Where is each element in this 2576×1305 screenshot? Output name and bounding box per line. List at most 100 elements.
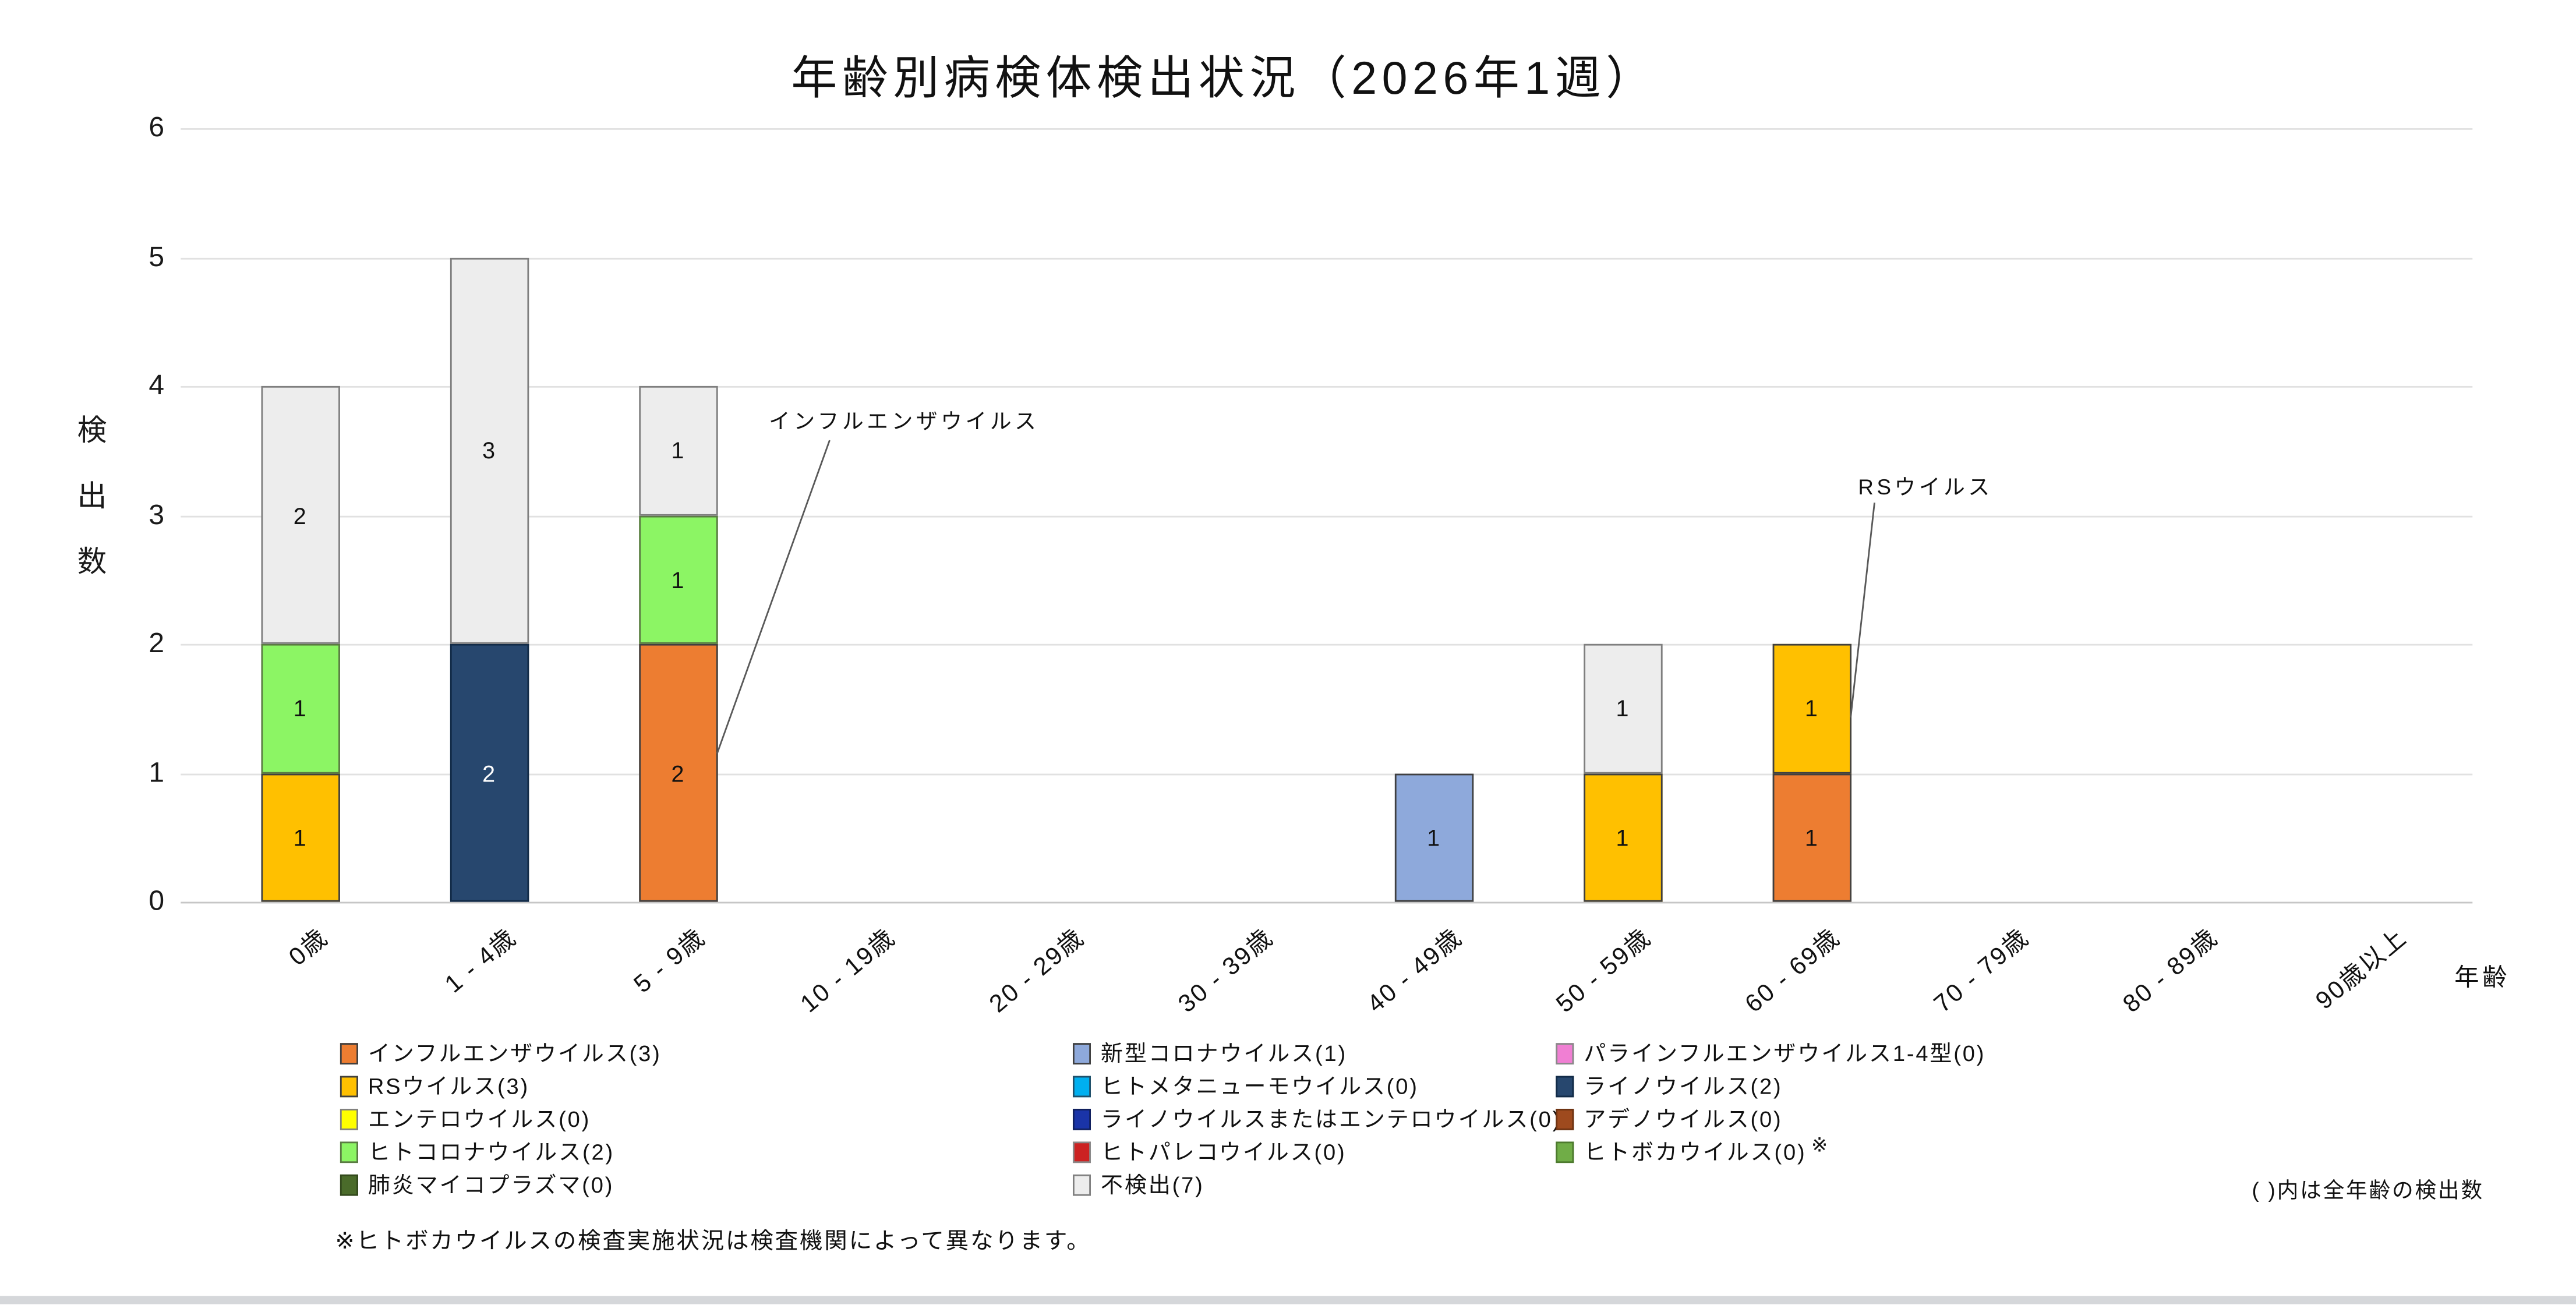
legend-item: ライノウイルス(2) — [1556, 1074, 1985, 1099]
y-axis-tick-label: 3 — [149, 498, 165, 530]
legend-item: RSウイルス(3) — [340, 1074, 662, 1099]
bar-segment-hcov — [638, 515, 718, 644]
y-axis-tick-label: 5 — [149, 241, 165, 272]
legend-item: ヒトコロナウイルス(2) — [340, 1140, 662, 1165]
legend-item: 肺炎マイコプラズマ(0) — [340, 1173, 662, 1197]
segment-value-label: 1 — [671, 437, 684, 464]
segment-value-label: 1 — [1616, 695, 1629, 722]
annotation-label: RSウイルス — [1858, 475, 1993, 500]
x-axis-category-label: 0歳 — [284, 924, 334, 972]
legend-item: ライノウイルスまたはエンテロウイルス(0) — [1072, 1107, 1562, 1132]
legend-item: エンテロウイルス(0) — [340, 1107, 662, 1132]
legend-column: 新型コロナウイルス(1) ヒトメタニューモウイルス(0) ライノウイルスまたはエンテ… — [1072, 1041, 1562, 1198]
bar-segment-rsv — [1772, 643, 1851, 773]
legend-item-label: 肺炎マイコプラズマ(0) — [368, 1173, 614, 1198]
legend-item: インフルエンザウイルス(3) — [340, 1041, 662, 1066]
legend-swatch-boca — [1556, 1141, 1574, 1163]
y-axis-tick-label: 0 — [149, 885, 165, 917]
gridline — [181, 643, 2473, 646]
legend-swatch-adeno — [1556, 1109, 1574, 1130]
footnote-marker: ※ — [1811, 1133, 1830, 1157]
segment-value-label: 3 — [482, 437, 496, 464]
legend-swatch-influenza — [340, 1043, 358, 1064]
x-axis-category-label: 20 - 29歳 — [984, 924, 1090, 1019]
legend-item-label: ヒトメタニューモウイルス(0) — [1100, 1074, 1419, 1099]
legend-count-note: ( )内は全年齢の検出数 — [2252, 1177, 2485, 1203]
segment-value-label: 2 — [482, 759, 496, 786]
bar-segment-hcov — [260, 643, 340, 773]
legend-item-label: ヒトコロナウイルス(2) — [368, 1140, 614, 1165]
legend-item: ヒトメタニューモウイルス(0) — [1072, 1074, 1561, 1099]
legend-item: ヒトパレコウイルス(0) — [1072, 1140, 1561, 1165]
y-axis-tick-label: 6 — [149, 111, 165, 143]
legend-item-label: アデノウイルス(0) — [1584, 1107, 1783, 1132]
bar-segment-notdetected — [260, 386, 340, 644]
y-axis-title: 検出数 — [77, 408, 107, 582]
gridline — [181, 257, 2473, 259]
legend-swatch-pareco — [1072, 1141, 1091, 1163]
x-axis-category-label: 50 - 59歳 — [1550, 924, 1657, 1019]
x-axis-baseline — [181, 901, 2473, 904]
gridline — [181, 773, 2473, 775]
legend-swatch-covid19 — [1072, 1043, 1091, 1064]
x-axis-category-label: 70 - 79歳 — [1928, 924, 2035, 1019]
legend-swatch-entero — [340, 1109, 358, 1130]
segment-value-label: 2 — [293, 501, 306, 528]
x-axis-category-label: 1 - 4歳 — [440, 924, 524, 999]
x-axis-category-label: 80 - 89歳 — [2118, 924, 2224, 1019]
x-axis-category-label: 30 - 39歳 — [1173, 924, 1279, 1019]
segment-value-label: 1 — [671, 566, 684, 593]
bar-segment-notdetected — [449, 257, 528, 644]
x-axis-category-label: 40 - 49歳 — [1362, 924, 1468, 1019]
legend-swatch-mycoplasma — [340, 1174, 358, 1196]
bar-segment-influenza — [638, 643, 718, 902]
bar-segment-covid19 — [1394, 773, 1473, 902]
segment-value-label: 1 — [293, 824, 306, 851]
legend-swatch-rhino — [1556, 1076, 1574, 1098]
legend-column: パラインフルエンザウイルス1-4型(0) ライノウイルス(2) アデノウイルス(0)… — [1556, 1041, 1985, 1165]
legend-item: ヒトボカウイルス(0) ※ — [1556, 1133, 1985, 1165]
y-axis-tick-label: 4 — [149, 369, 165, 401]
x-axis-category-label: 90歳以上 — [2310, 924, 2412, 1016]
legend-item-label: 不検出(7) — [1100, 1173, 1204, 1198]
bar-segment-influenza — [1772, 773, 1851, 902]
y-axis-tick-label: 2 — [149, 627, 165, 659]
y-axis-tick-label: 1 — [149, 756, 165, 788]
window-bottom-edge — [0, 1296, 2576, 1304]
legend-item-label: ライノウイルス(2) — [1584, 1074, 1783, 1099]
annotation-label: インフルエンザウイルス — [769, 409, 1040, 434]
bar-segment-notdetected — [638, 386, 718, 515]
gridline — [181, 386, 2473, 388]
bar-segment-rsv — [260, 773, 340, 902]
legend-swatch-parainfluenza — [1556, 1043, 1574, 1064]
legend-column: インフルエンザウイルス(3) RSウイルス(3) エンテロウイルス(0) ヒトコロナウ… — [340, 1041, 662, 1197]
gridline — [181, 128, 2473, 130]
segment-value-label: 1 — [1616, 824, 1629, 851]
legend-item-label: 新型コロナウイルス(1) — [1100, 1041, 1348, 1066]
legend-item-label: RSウイルス(3) — [368, 1074, 530, 1099]
segment-value-label: 1 — [1427, 824, 1440, 851]
legend-swatch-rhino_or_entero — [1072, 1109, 1091, 1130]
legend-item: 不検出(7) — [1072, 1173, 1561, 1198]
x-axis-category-label: 60 - 69歳 — [1740, 924, 1846, 1019]
x-axis-title: 年齢 — [2454, 964, 2511, 992]
footnote: ※ヒトボカウイルスの検査実施状況は検査機関によって異なります。 — [335, 1227, 1091, 1254]
legend-swatch-notdetected — [1072, 1174, 1091, 1196]
legend-swatch-hcov — [340, 1141, 358, 1163]
segment-value-label: 1 — [1804, 695, 1818, 722]
gridline — [181, 515, 2473, 517]
y-axis-title-char: 出 — [77, 479, 107, 513]
bar-segment-rhino — [449, 643, 528, 902]
y-axis-title-char: 検 — [77, 413, 107, 447]
legend-item-label: ライノウイルスまたはエンテロウイルス(0) — [1100, 1107, 1562, 1132]
legend-swatch-hmpv — [1072, 1076, 1091, 1098]
x-axis-category-label: 5 - 9歳 — [630, 924, 712, 999]
legend-swatch-rsv — [340, 1076, 358, 1098]
y-axis-title-char: 数 — [77, 545, 107, 578]
segment-value-label: 1 — [293, 695, 306, 722]
legend-item: アデノウイルス(0) — [1556, 1107, 1985, 1132]
legend-item-label: ヒトパレコウイルス(0) — [1100, 1140, 1347, 1165]
legend-item-label: パラインフルエンザウイルス1-4型(0) — [1584, 1041, 1986, 1066]
